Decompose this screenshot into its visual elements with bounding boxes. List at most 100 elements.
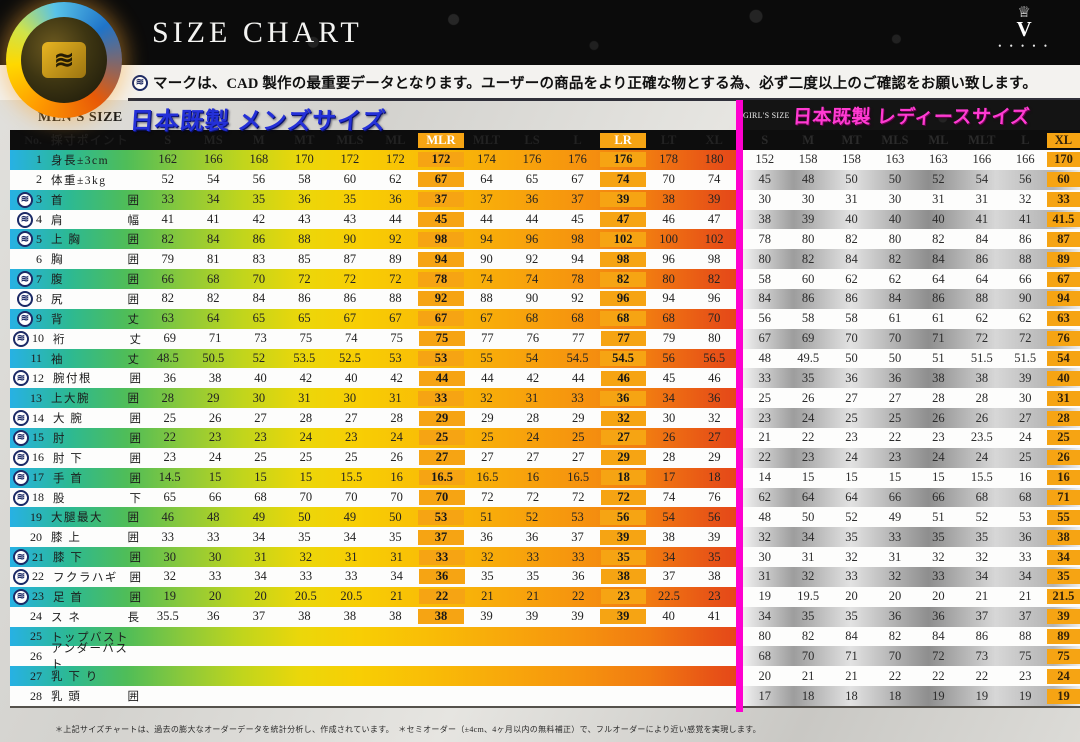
cell: 38 [298,609,311,624]
cell: 27 [708,430,721,445]
table-row: 68 70 71 70 72 73 75 75 [743,646,1080,667]
cell: 37 [418,192,464,208]
row-number-cell: 25 [10,629,44,644]
measure-unit: 囲 [127,691,140,704]
cell: 27 [419,450,465,466]
cell: 27 [845,390,858,405]
measure-unit: 囲 [129,452,142,465]
cell: 30 [662,410,676,425]
cell: 78 [571,271,584,286]
measure-point-label: 乳 下 り [51,671,99,684]
cell: 82 [801,251,815,266]
cell: 51 [932,509,945,524]
row-number-cell: ≋ 4 [10,211,44,228]
cell: 23 [801,450,815,465]
cell: 36 [480,529,493,544]
table-row: 27 乳 下 り [10,666,737,687]
table-row: 1 身長±3cm 162 166 168 170 172 172 172 174 176 176 176… [10,150,737,170]
table-row: 34 35 35 36 36 37 37 39 [743,606,1080,627]
col-header-m: M [802,132,815,147]
cell: 70 [345,490,358,505]
cell: 68 [525,311,539,326]
row-label-cell: 尻囲 [44,291,145,307]
table-row: ≋ 10 裄丈 69 71 73 75 74 75 75 77 76 77 77 79 80 [10,328,737,349]
table-row: 19 19.5 20 20 20 21 21 21.5 [743,586,1080,607]
cell: 15 [254,470,267,485]
table-row: 31 32 33 32 33 34 34 35 [743,567,1080,587]
row-number: 26 [30,648,42,663]
cell: 31 [888,549,902,564]
row-number-cell: 11 [10,351,44,366]
cell: 88 [975,291,989,306]
cell: 27 [571,450,585,465]
cell: 56 [662,351,675,366]
cell: 40 [1046,370,1080,386]
cell: 36 [600,390,646,406]
cell: 36 [845,370,858,385]
row-number: 14 [32,410,44,425]
cell: 67 [571,172,584,187]
cell: 54 [662,509,675,524]
row-label-cell: 背丈 [44,311,145,327]
cell: 40 [888,212,902,226]
cell: 174 [477,152,496,167]
table-row: 6 胸囲 79 81 83 85 87 89 94 90 92 94 98 96 98 [10,249,737,270]
cell: 56 [1018,172,1032,187]
cell: 43 [343,212,357,226]
cell: 26 [975,410,989,425]
measure-unit: 囲 [129,413,142,426]
cell: 51.5 [1014,351,1037,366]
row-label-cell: 股下 [46,490,147,506]
cell: 39 [707,192,721,207]
cell: 23 [208,430,222,445]
cell: 64 [207,311,220,326]
cell: 35 [600,549,647,565]
row-number: 8 [36,291,42,306]
cell: 53 [1018,509,1032,524]
cell: 36 [571,569,585,584]
cell: 14 [758,470,771,485]
cell: 34 [343,529,357,544]
sun-logo-core: ≋ [21,17,107,103]
cell: 44 [525,212,539,226]
row-number-cell: ≋ 7 [10,271,44,288]
girls-size-label: GIRL'S SIZE [743,110,790,120]
cell: 28 [932,390,945,405]
cell: 62 [888,271,902,286]
cell: 29 [207,390,220,405]
row-number-cell: ≋ 9 [10,310,44,327]
cell: 68 [600,311,646,327]
measure-unit: 囲 [127,194,140,207]
cell: 64 [932,271,945,286]
cell: 68 [1018,490,1032,505]
cell: 67 [418,311,464,327]
cell: 56 [758,311,771,326]
z-mark-icon: ≋ [17,310,33,327]
table-row: ≋ 8 尻囲 82 82 84 86 86 88 92 88 90 92 96 94 96 [10,289,737,309]
cell: 16.5 [419,470,465,486]
cell: 79 [662,331,676,346]
cell: 16.5 [476,470,499,485]
cell: 89 [389,251,402,266]
col-header-m: M [252,132,265,147]
cell: 24 [1018,430,1032,445]
girls-title: 日本既製 レディースサイズ [791,106,1031,128]
cell: 38 [758,212,771,226]
measure-unit: 丈 [129,333,142,346]
cell: 33 [208,569,222,584]
cell: 18 [845,688,858,703]
cell: 40 [254,370,267,385]
cell: 68 [662,311,675,326]
cell: 68 [758,648,771,663]
cell: 62 [975,311,989,326]
cell: 34 [662,390,675,405]
measure-unit: 丈 [127,313,140,326]
cell: 32 [600,410,647,426]
table-row: 32 34 35 33 35 35 36 38 [743,527,1080,548]
cell: 70 [390,490,403,505]
cell: 29 [481,410,494,425]
cell: 25 [571,430,585,445]
cell: 64 [480,172,493,187]
cell: 81 [207,251,220,266]
cell: 96 [707,291,721,306]
